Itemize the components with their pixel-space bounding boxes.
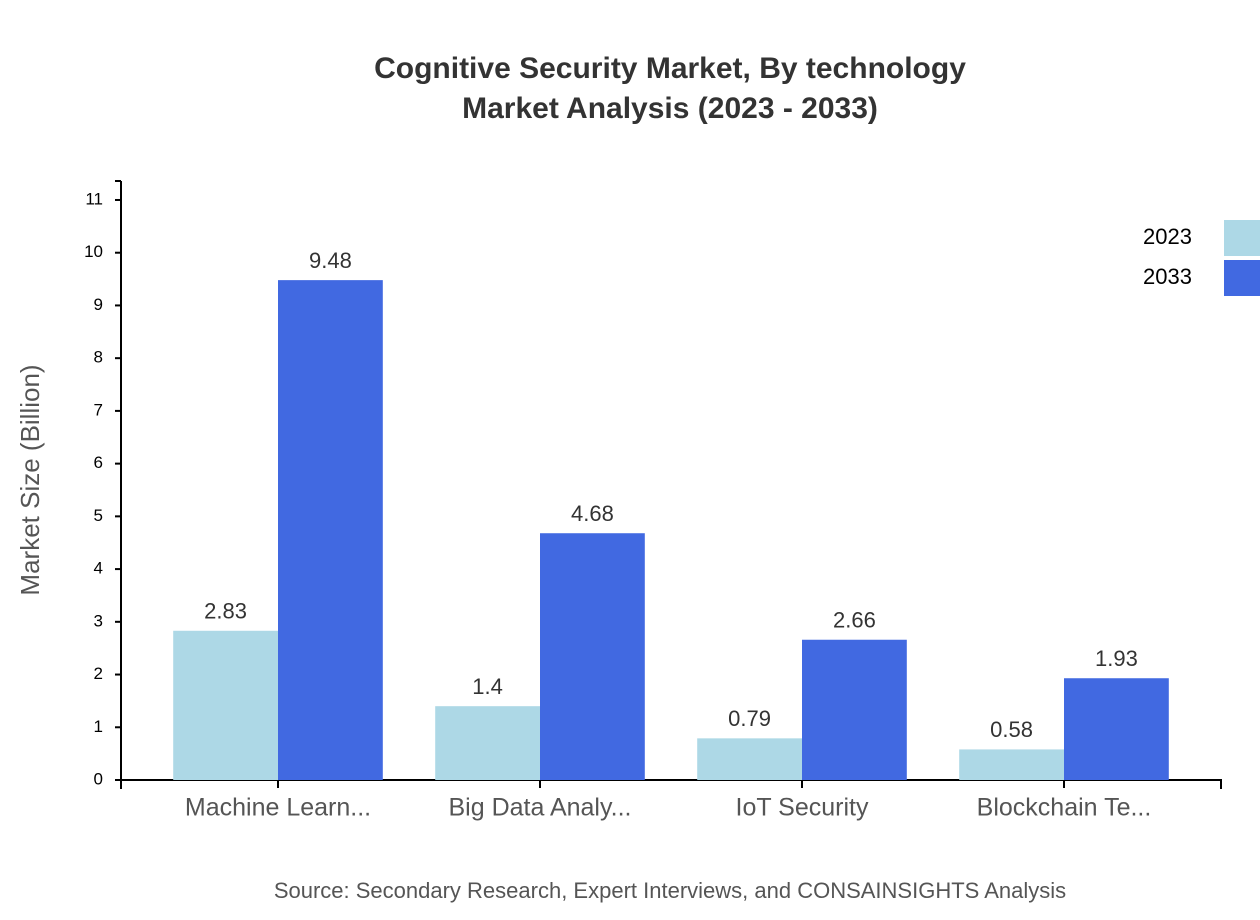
value-label: 0.58 [990,717,1033,742]
y-tick-label: 1 [94,717,103,736]
y-tick-label: 5 [94,506,103,525]
y-tick-label: 10 [84,242,103,261]
x-tick-label: Machine Learn... [185,794,371,822]
chart-subtitle: Market Analysis (2023 - 2033) [462,92,878,125]
y-tick-label: 4 [94,559,103,578]
value-label: 2.66 [833,608,876,633]
value-label: 9.48 [309,248,352,273]
bar [173,630,278,780]
y-axis-label: Market Size (Billion) [15,364,45,595]
legend-swatch [1224,260,1260,296]
bar [278,280,383,780]
x-tick-label: IoT Security [736,794,869,822]
y-tick-label: 7 [94,400,103,419]
chart-title: Cognitive Security Market, By technology [374,52,966,85]
y-tick-label: 0 [94,769,103,788]
legend-label: 2023 [1143,224,1192,249]
y-tick-label: 6 [94,453,103,472]
legend-swatch [1224,220,1260,256]
x-tick-label: Blockchain Te... [977,794,1152,822]
bar [435,706,540,780]
x-tick-label: Big Data Analy... [449,794,632,822]
bar [540,533,645,780]
x-axis [120,779,1222,789]
legend-label: 2033 [1143,264,1192,289]
value-label: 1.4 [472,674,503,699]
y-tick-label: 11 [85,189,103,208]
value-label: 1.93 [1095,646,1138,671]
bar [959,749,1064,780]
bar [1064,678,1169,780]
y-tick-label: 2 [94,664,103,683]
value-label: 2.83 [204,599,247,624]
value-label: 4.68 [571,501,614,526]
value-label: 0.79 [728,706,771,731]
y-tick-label: 9 [94,295,103,314]
bar [802,639,907,780]
bar [697,738,802,780]
y-tick-label: 3 [94,611,103,630]
source-note: Source: Secondary Research, Expert Inter… [274,878,1066,903]
y-tick-label: 8 [94,348,103,367]
